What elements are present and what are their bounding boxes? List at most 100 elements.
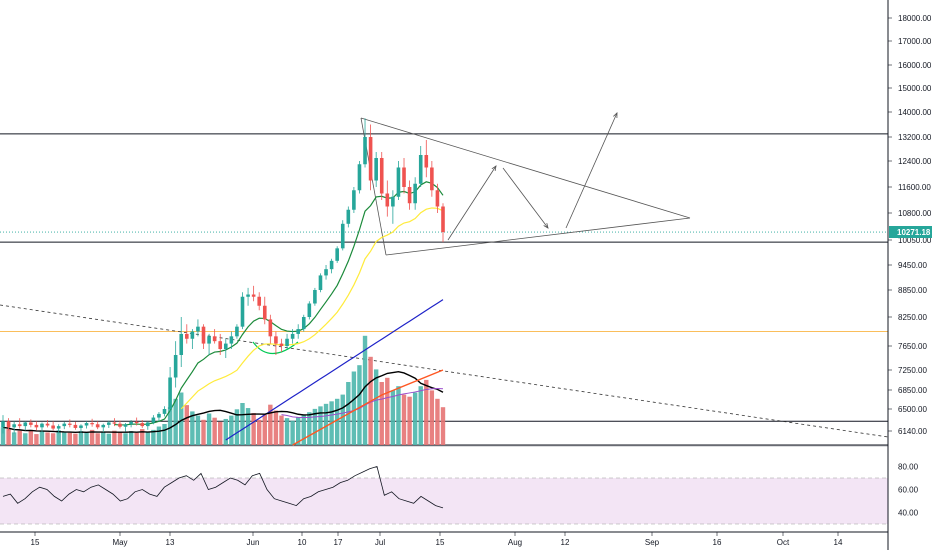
time-tick-label: 17	[334, 538, 343, 547]
time-tick-label: Oct	[777, 538, 790, 547]
volume-bar	[17, 430, 22, 445]
projection-arrow	[565, 112, 618, 229]
candle-body	[84, 423, 89, 426]
price-tick-label: 6140.00	[898, 427, 927, 436]
candle-body	[396, 167, 401, 197]
volume-bar	[123, 433, 128, 445]
candle-body	[201, 326, 206, 344]
volume-bar	[268, 404, 273, 445]
candle-body	[335, 248, 339, 261]
volume-bar	[84, 432, 89, 445]
price-tick-label: 6500.00	[898, 405, 927, 414]
arrow-head	[543, 223, 549, 229]
ema-mid-line	[180, 207, 444, 410]
volume-bar	[184, 405, 189, 445]
candle-body	[107, 422, 111, 425]
volume-bar	[351, 371, 357, 445]
candle-body	[123, 424, 128, 427]
candle-body	[324, 269, 328, 276]
candle-body	[379, 158, 384, 194]
cup-arc	[252, 341, 299, 355]
volume-bar	[78, 431, 84, 445]
candle-body	[134, 421, 139, 424]
volume-bar	[73, 433, 78, 445]
volume-bar	[385, 377, 390, 445]
volume-bar	[156, 426, 162, 445]
candle-body	[168, 377, 172, 409]
volume-bar	[179, 392, 184, 445]
volume-bar	[418, 386, 423, 445]
candle-body	[146, 422, 150, 427]
volume-bar	[28, 429, 34, 445]
candle-body	[441, 206, 445, 233]
volume-bar	[95, 433, 100, 445]
volume-bar	[373, 369, 379, 445]
time-tick-label: 13	[166, 538, 175, 547]
price-tick-label: 16000.00	[898, 61, 932, 70]
candle-body	[229, 336, 234, 344]
candle-body	[418, 155, 423, 184]
volume-bar	[223, 418, 228, 445]
volume-bar	[435, 398, 440, 445]
candle-body	[79, 425, 83, 428]
volume-bar	[295, 417, 301, 445]
volume-bar	[34, 434, 39, 445]
volume-ma-purple	[281, 387, 444, 419]
moving-averages	[2, 181, 444, 446]
volume-bar	[284, 418, 290, 445]
candle-body	[23, 422, 28, 427]
candle-body	[290, 333, 295, 339]
candle-body	[17, 424, 22, 427]
volume-bar	[301, 414, 306, 445]
candle-body	[307, 303, 312, 317]
volume-bar	[245, 408, 251, 445]
candle-body	[218, 341, 223, 349]
volume-bar	[229, 415, 234, 445]
rsi-panel[interactable]	[0, 465, 888, 525]
volume-bar	[201, 419, 206, 445]
price-tick-label: 18000.00	[898, 14, 932, 23]
main-panel[interactable]	[0, 112, 889, 447]
volume-bar	[190, 411, 195, 445]
candle-body	[140, 423, 145, 427]
volume-bar	[134, 432, 139, 445]
price-axis[interactable]: 18000.00 17000.00 16000.00 15000.00 14000.00…	[887, 0, 932, 550]
candle-body	[51, 425, 55, 429]
candle-body	[6, 421, 11, 428]
volume-bar	[101, 431, 106, 445]
volume-bar	[145, 432, 151, 445]
volume-bar	[334, 398, 340, 445]
volume-bar	[407, 396, 412, 445]
candle-body	[45, 423, 50, 426]
volume-bar	[173, 398, 178, 445]
candle-body	[435, 190, 440, 207]
candle-body	[301, 317, 306, 330]
price-tick-label: 14000.00	[898, 108, 932, 117]
time-tick-label: May	[112, 538, 127, 547]
rsi-line	[2, 465, 444, 509]
volume-bar	[212, 417, 217, 445]
candle-body	[90, 423, 94, 425]
candle-body	[363, 137, 367, 165]
time-tick-label: 16	[713, 538, 722, 547]
candle-body	[318, 275, 323, 290]
price-tick-label: 9450.00	[898, 261, 927, 270]
volume-bar	[312, 408, 318, 445]
candle-body	[407, 187, 412, 204]
volume-bar	[218, 421, 223, 445]
volume-bar	[429, 390, 435, 445]
candle-body	[268, 319, 273, 337]
volume-ma-orange	[292, 369, 444, 446]
price-tick-label: 12400.00	[898, 157, 932, 166]
time-axis[interactable]: 15 May 13 Jun 10 17 Jul 15 Aug 12 Sep 16 Oct 14	[0, 531, 888, 547]
candle-body	[1, 421, 5, 428]
candle-body	[184, 333, 189, 339]
volume-bar	[151, 429, 156, 445]
candle-body	[196, 326, 200, 332]
candle-body	[73, 424, 78, 428]
ema-long-line	[225, 299, 444, 441]
candle-body	[112, 422, 117, 424]
candle-body	[251, 294, 256, 297]
